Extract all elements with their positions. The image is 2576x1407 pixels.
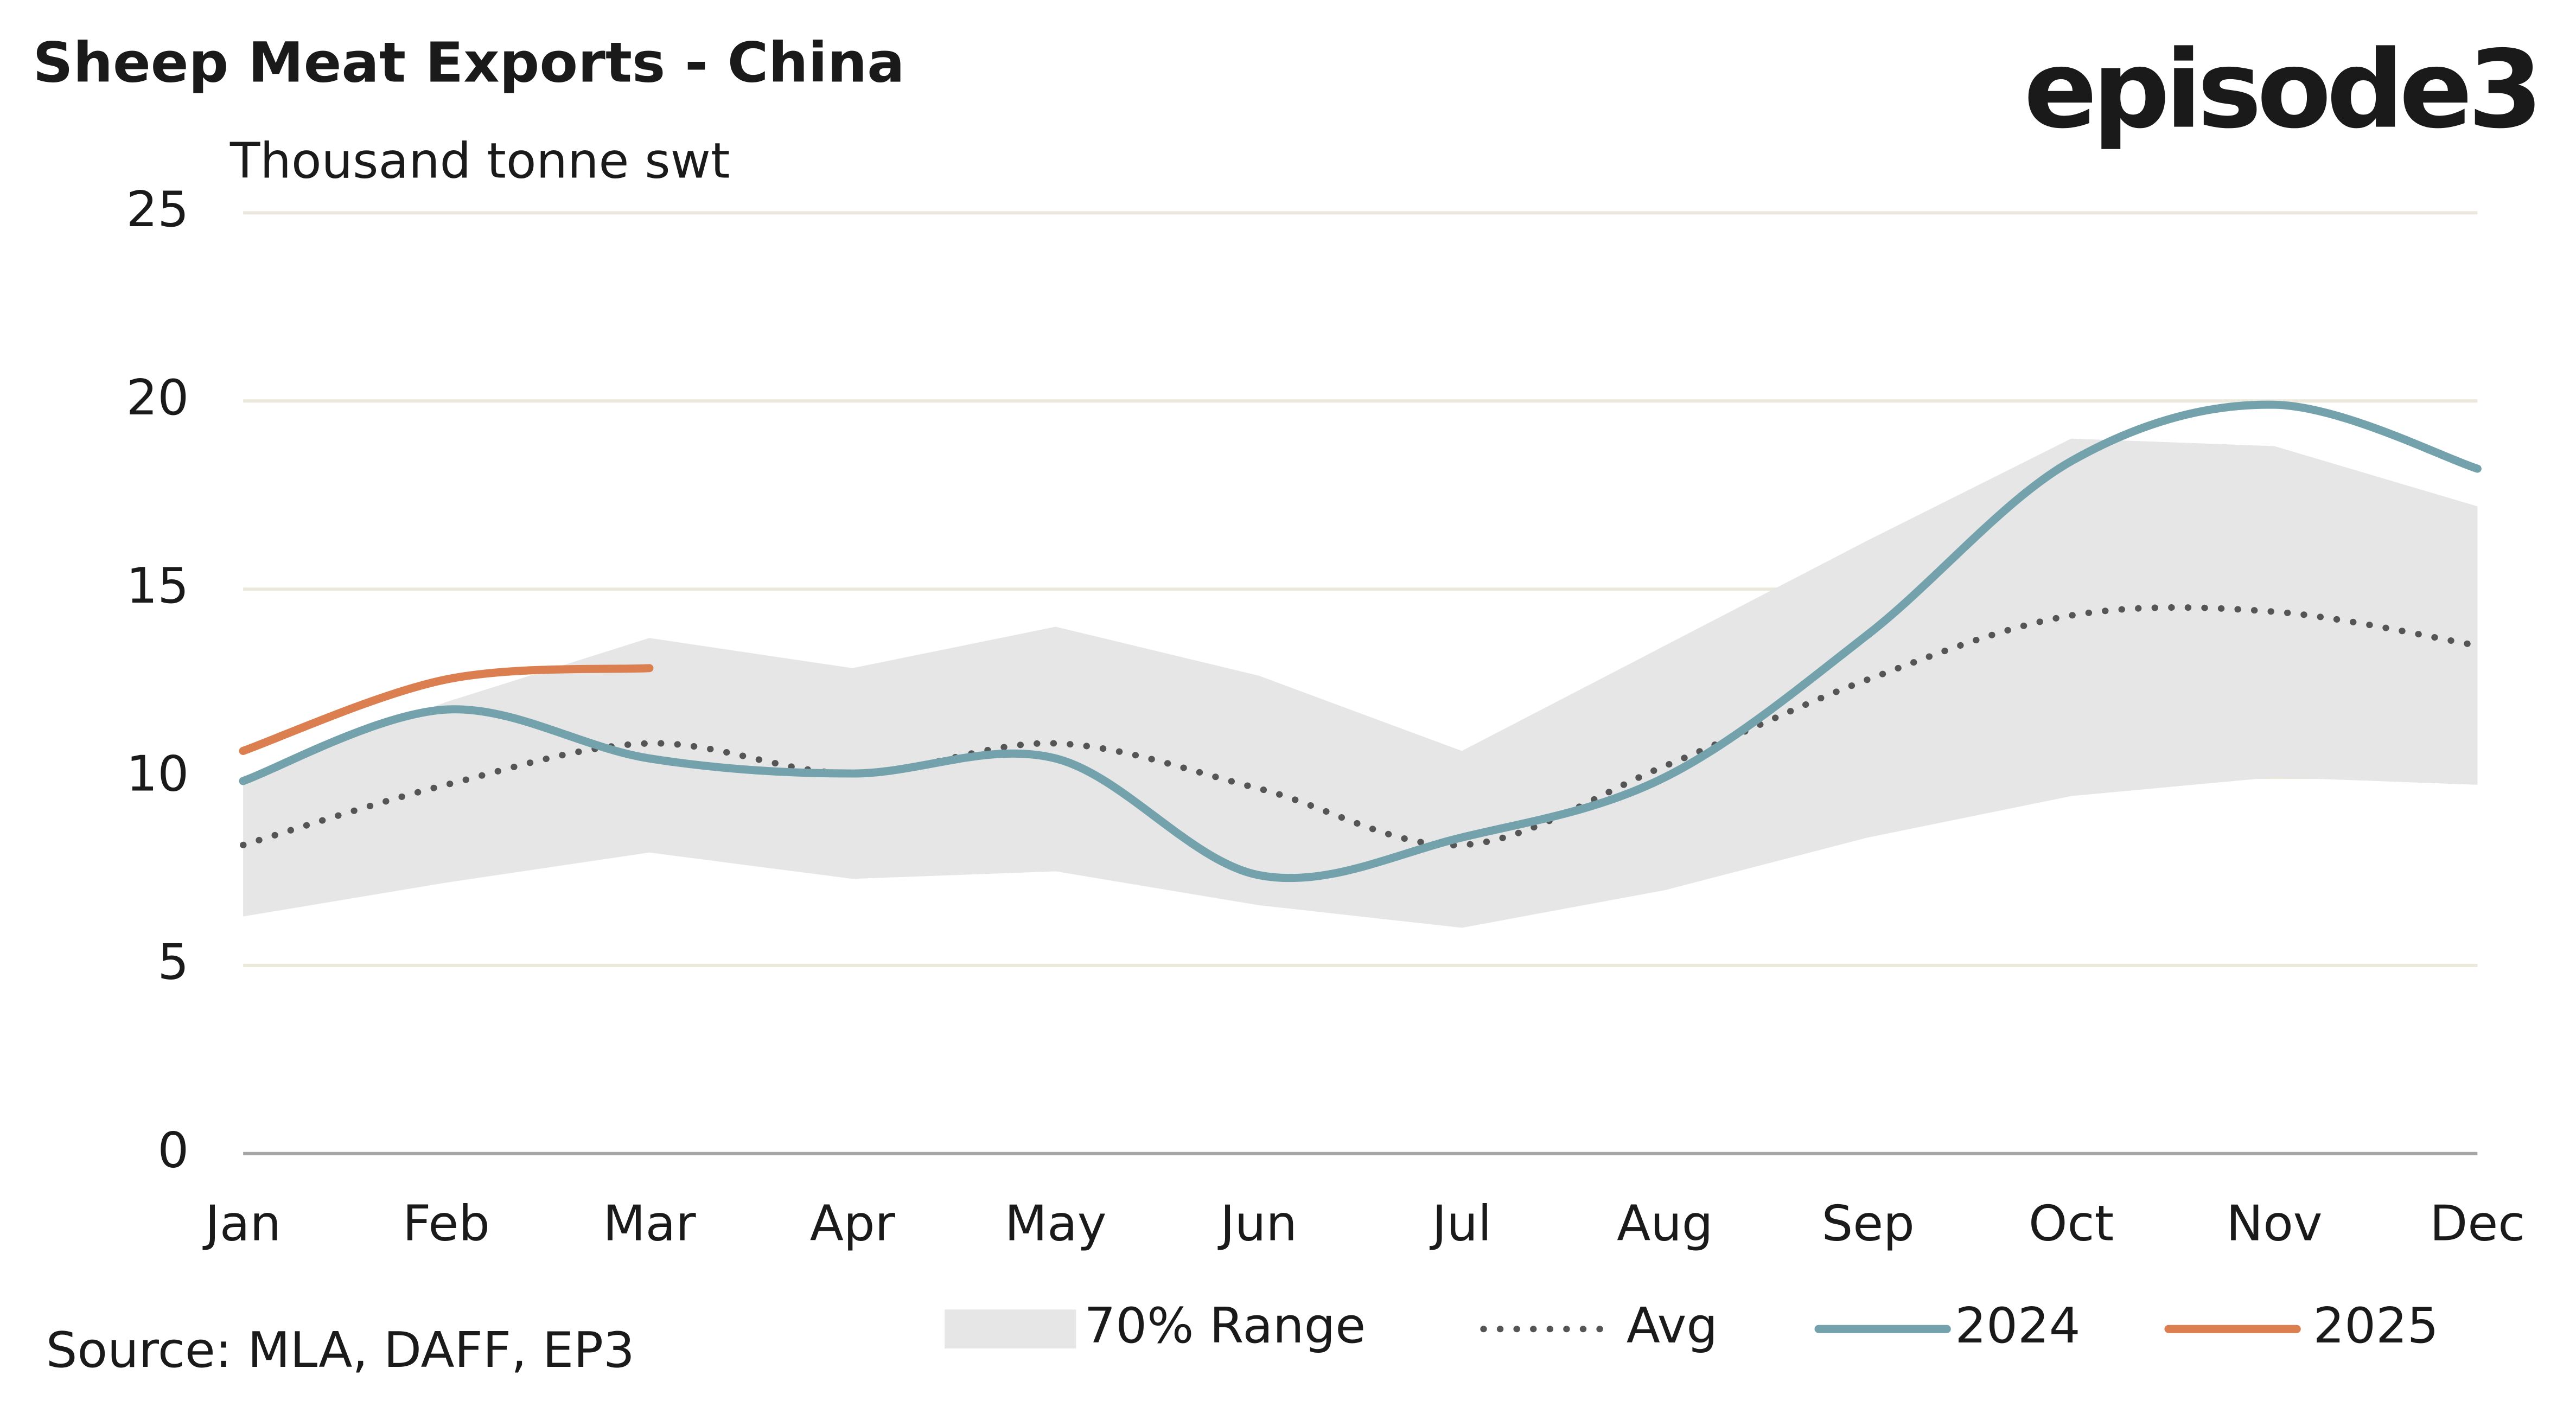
series-line <box>240 604 2481 849</box>
legend-swatch <box>945 1309 1076 1349</box>
x-tick-label: Mar <box>603 1195 696 1252</box>
series-line <box>239 664 654 755</box>
source: Source: MLA, DAFF, EP3 <box>46 1322 635 1378</box>
y-tick-label: 0 <box>157 1122 189 1179</box>
range-band <box>243 438 2478 928</box>
x-tick-label: Apr <box>810 1195 896 1252</box>
y-axis-label: Thousand tonne swt <box>229 133 730 189</box>
x-tick-label: Aug <box>1617 1195 1713 1252</box>
y-tick-label: 15 <box>126 558 189 614</box>
y-tick-label: 5 <box>157 934 189 990</box>
y-tick-label: 20 <box>126 369 189 426</box>
x-tick-label: Jul <box>1430 1195 1492 1252</box>
x-tick-label: Dec <box>2430 1195 2525 1252</box>
x-tick-label: Oct <box>2029 1195 2114 1252</box>
x-tick-label: Nov <box>2226 1195 2322 1252</box>
series-line <box>239 400 2482 882</box>
x-tick-label: Sep <box>1822 1195 1915 1252</box>
y-tick-label: 10 <box>126 746 189 802</box>
x-tick-label: May <box>1005 1195 1107 1252</box>
legend-label: 70% Range <box>1085 1297 1366 1354</box>
y-tick-label: 25 <box>126 182 189 238</box>
x-tick-label: Jun <box>1217 1195 1297 1252</box>
chart-title: Sheep Meat Exports - China <box>33 31 905 95</box>
legend-label: Avg <box>1627 1297 1718 1354</box>
x-tick-label: Feb <box>403 1195 490 1252</box>
logo: episode3 <box>2024 27 2538 152</box>
legend-label: 2025 <box>2313 1297 2439 1354</box>
legend-label: 2024 <box>1955 1297 2080 1354</box>
x-tick-label: Jan <box>202 1195 281 1252</box>
